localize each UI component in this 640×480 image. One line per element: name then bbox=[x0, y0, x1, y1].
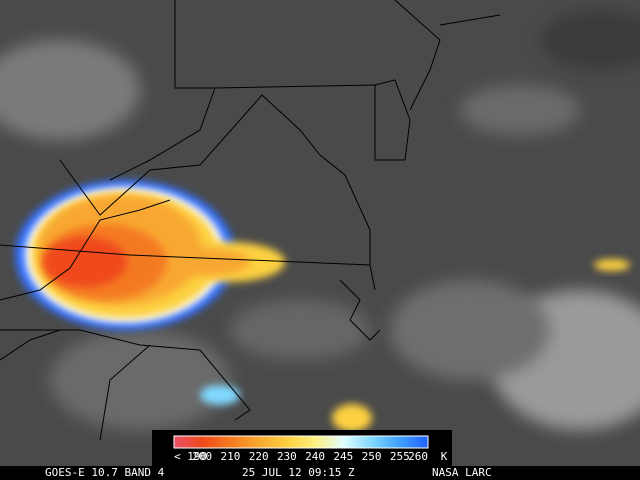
colorbar-label: 245 bbox=[333, 450, 353, 463]
satellite-label: GOES-E 10.7 BAND 4 bbox=[45, 466, 165, 479]
colorbar-label: 220 bbox=[249, 450, 269, 463]
colorbar bbox=[173, 435, 429, 449]
colorbar-label: < 190 bbox=[174, 450, 207, 463]
colorbar-label: 260 bbox=[408, 450, 428, 463]
colorbar-label: 240 bbox=[305, 450, 325, 463]
colorbar-label: 230 bbox=[277, 450, 297, 463]
source-label: NASA LARC bbox=[432, 466, 492, 479]
time-label: 25 JUL 12 09:15 Z bbox=[242, 466, 355, 479]
caption-bar bbox=[0, 466, 640, 480]
colorbar-label: 200 bbox=[192, 450, 212, 463]
colorbar-label: 255 bbox=[390, 450, 410, 463]
colorbar-label: 210 bbox=[221, 450, 241, 463]
clouds bbox=[0, 10, 640, 430]
state-borders bbox=[0, 0, 501, 441]
colorbar-label: 250 bbox=[362, 450, 382, 463]
colorbar-unit: K bbox=[441, 450, 448, 463]
